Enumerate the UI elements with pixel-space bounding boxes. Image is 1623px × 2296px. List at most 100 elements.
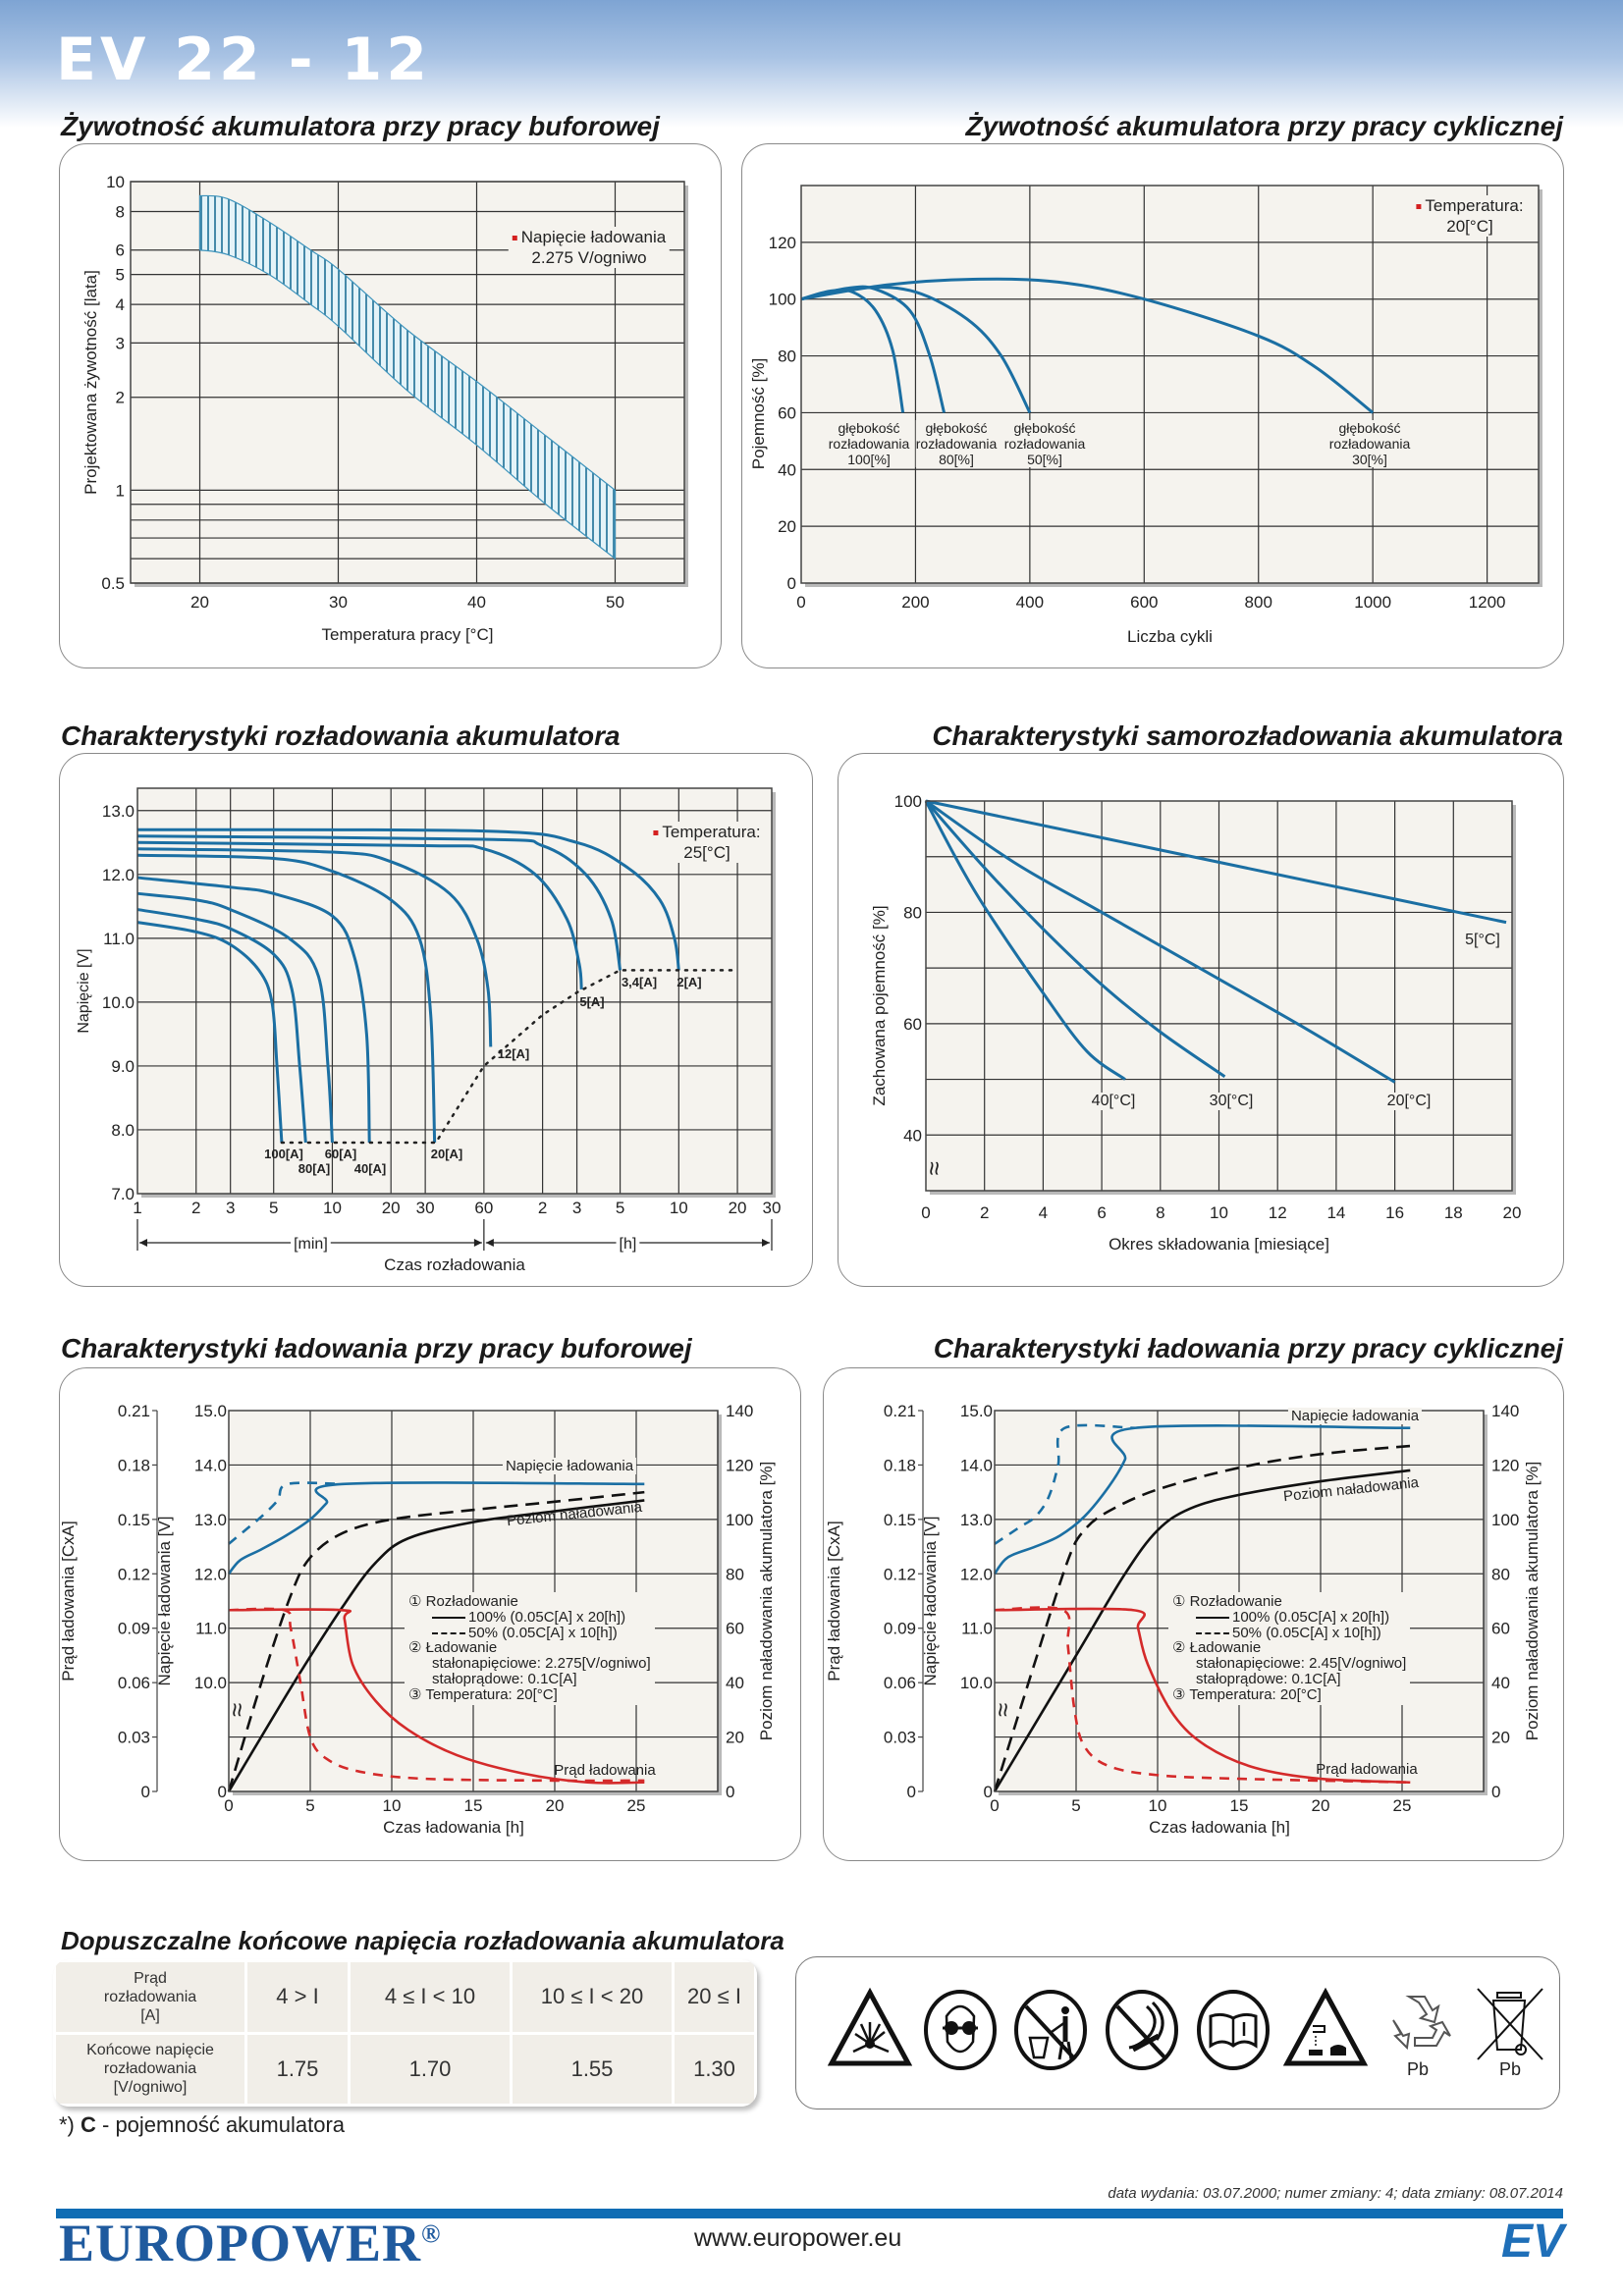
hours-range-label: [h] [620,1236,637,1253]
footnote: *) C - pojemność akumulatora [59,2112,345,2138]
legend-text: stałonapięciowe: 2.275[V/ogniwo] [432,1655,651,1673]
plot-area [801,186,1539,583]
y-right-tick-label: 80 [1491,1565,1510,1583]
x-tick-label: 200 [901,593,929,612]
y-right-tick-label: 80 [726,1565,744,1583]
dashed-line-swatch [432,1631,465,1634]
crossed-bin-icon: Pb [1468,1987,1552,2079]
y-right-tick-label: 20 [726,1729,744,1747]
x-tick-label: 30 [763,1199,782,1217]
legend-heading: ③ Temperatura: 20[°C] [1172,1685,1322,1703]
header-line: rozładowania [103,2060,197,2078]
plot-border [994,1410,1485,1792]
label-line: 30[%] [1352,452,1387,467]
y-right-tick-label: 0 [1491,1783,1500,1801]
legend-text: stałoprądowe: 0.1C[A] [432,1670,577,1687]
x-tick-label: 2 [980,1203,989,1222]
table-row: Prąd rozładowania [A] 4 > I 4 ≤ I < 10 10 … [53,1959,757,2035]
arrowhead-icon [473,1239,482,1247]
charge-axis-label: Poziom naładowania akumulatora [%] [757,1462,776,1740]
y-right-tick-label: 120 [1491,1456,1519,1474]
y-tick-label: 0 [787,574,796,593]
x-axis-label: Okres składowania [miesiące] [1109,1235,1329,1254]
chart-title-cyclic-charge: Charakterystyki ładowania przy pracy cyk… [933,1333,1563,1363]
row-header: Końcowe napięcie rozładowania [V/ogniwo] [53,2031,247,2107]
charge-curve-100% [227,1499,645,1792]
label-line: głębokość [925,420,988,436]
x-tick-label: 18 [1444,1203,1463,1222]
no-open-flame-icon [1100,1987,1184,2075]
website-link[interactable]: www.europower.eu [694,2224,902,2252]
legend-heading: ② Ładowanie [408,1639,498,1657]
legend-item-full: 100% (0.05C[A] x 20[h]) [408,1609,651,1626]
current-axis-label: Prąd ładowania [CxA] [825,1521,843,1681]
header-line: rozładowania [103,1988,197,2005]
self-discharge-curve-5[°C] [925,799,1507,925]
y-tick-label: 80 [778,347,796,366]
y-current-tick-label: 0.21 [118,1402,150,1420]
y-tick-label: 9.0 [111,1057,135,1076]
current-curve-100% [994,1607,1411,1785]
series-label-dod-30: głębokość rozładowania 30[%] [1328,420,1411,467]
temperature-note: Temperatura: 20[°C] [1412,195,1528,237]
table-cell: 1.70 [348,2031,513,2107]
x-tick-label: 30 [329,593,348,612]
y-tick-label: 120 [769,234,796,252]
y-current-tick-label: 0.18 [884,1456,916,1474]
x-tick-label: 0 [796,593,805,612]
series-label-dod-50: głębokość rozładowania 50[%] [1003,420,1086,467]
chart-legend: ① Rozładowanie 100% (0.05C[A] x 20[h]) 5… [405,1592,655,1705]
y-voltage-tick-label: 14.0 [960,1456,993,1474]
y-axis-label: Zachowana pojemność [%] [870,905,889,1105]
voltage-curve-100% [993,1424,1411,1575]
life-band [198,194,617,561]
label-bg [616,1236,640,1253]
x-axis-label: Liczba cykli [1127,627,1213,646]
y-voltage-tick-label: 11.0 [961,1620,993,1638]
footnote-symbol: C [81,2112,96,2137]
x-tick-label: 25 [1393,1796,1412,1815]
corrosive-hazard-icon [1282,1987,1369,2075]
current-curve-50% [228,1607,645,1783]
label-line: głębokość [1013,420,1076,436]
table-cell: 4 ≤ I < 10 [348,1959,513,2035]
x-tick-label: 30 [416,1199,435,1217]
legend-heading: ① Rozładowanie [1172,1593,1282,1610]
x-tick-label: 50 [606,593,624,612]
current-axis-label: Prąd ładowania [CxA] [59,1521,78,1681]
x-tick-label: 5 [269,1199,278,1217]
legend-text: stałoprądowe: 0.1C[A] [1196,1670,1341,1687]
x-tick-label: 800 [1245,593,1272,612]
brand-logo: EUROPOWER® [59,2213,441,2273]
y-tick-label: 13.0 [102,802,135,821]
y-current-tick-label: 0.06 [884,1674,916,1692]
legend-item-half: 50% (0.05C[A] x 10[h]) [408,1625,651,1641]
charging-voltage-note: Napięcie ładowania 2.275 V/ogniwo [508,227,671,268]
crossed-bin-label: Pb [1498,2059,1522,2079]
table-cell: 1.55 [510,2031,675,2107]
series-label-5a: 5[A] [579,994,605,1009]
y-tick-label: 12.0 [102,866,135,884]
row-header: Prąd rozładowania [A] [53,1959,247,2035]
plot-border [228,1410,719,1792]
series-label-60a: 60[A] [324,1147,357,1161]
y-tick-label: 0.5 [101,574,125,593]
minutes-range-label: [min] [294,1236,328,1253]
y-right-tick-label: 20 [1491,1729,1510,1747]
y-current-tick-label: 0.21 [884,1402,916,1420]
y-voltage-tick-label: 0 [984,1783,993,1801]
x-tick-label: 2 [191,1199,200,1217]
x-tick-label: 20 [1503,1203,1522,1222]
y-current-tick-label: 0.12 [884,1565,916,1583]
label-line: głębokość [838,420,900,436]
note-line: 20[°C] [1446,217,1493,236]
footnote-prefix: *) [59,2112,81,2137]
series-label-80a: 80[A] [298,1161,331,1176]
x-tick-label: 1200 [1469,593,1506,612]
curve-label-current: Prąd ładowania [1316,1761,1418,1778]
discharge-curve-40[A] [136,876,371,1144]
brand-name: EUROPOWER [59,2214,422,2272]
header-line: [A] [140,2006,160,2024]
x-tick-label: 1000 [1354,593,1391,612]
y-voltage-tick-label: 14.0 [194,1456,227,1474]
